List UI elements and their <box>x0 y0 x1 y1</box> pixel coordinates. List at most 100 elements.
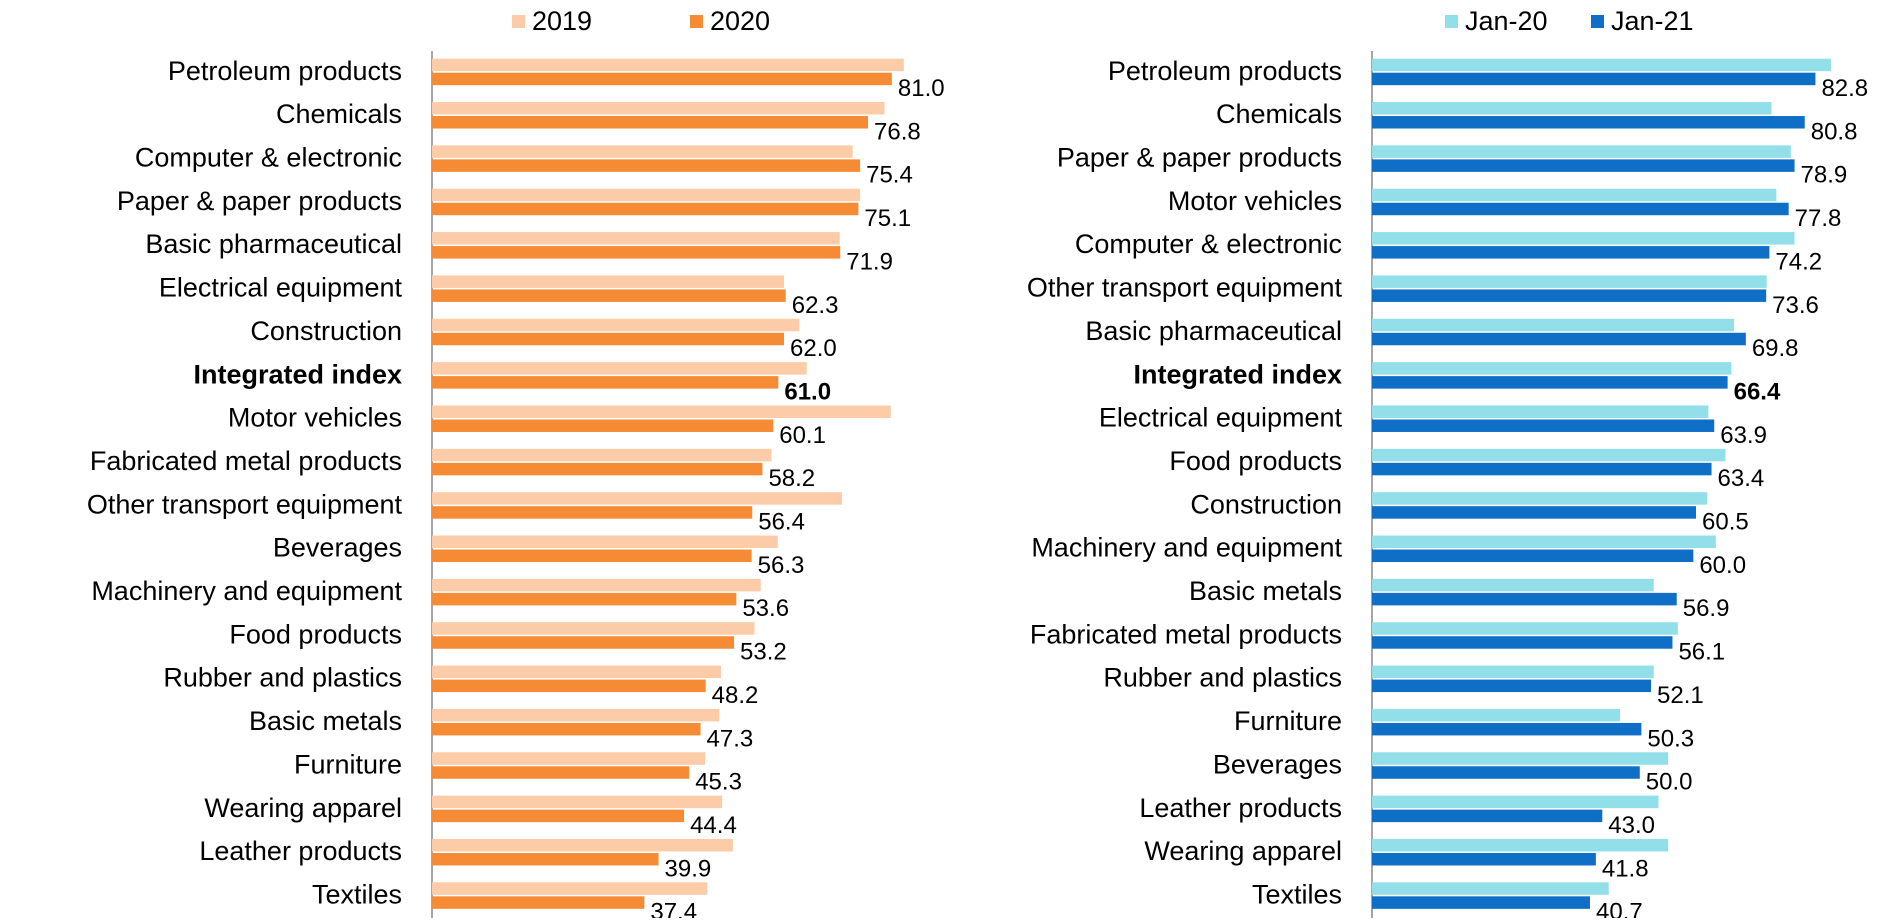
value-label: 82.8 <box>1821 75 1868 102</box>
legend-swatch <box>1445 15 1458 28</box>
bar <box>1372 722 1642 736</box>
category-label: Paper & paper products <box>1057 143 1342 173</box>
value-label: 44.4 <box>690 812 737 839</box>
category-label: Construction <box>250 316 402 346</box>
value-label: 56.1 <box>1678 639 1725 666</box>
bar <box>1372 72 1816 86</box>
bar <box>432 116 869 129</box>
bar <box>432 665 721 679</box>
category-label: Motor vehicles <box>1168 186 1342 216</box>
bar <box>432 766 690 779</box>
bar <box>432 722 701 736</box>
bar <box>432 462 763 476</box>
bar <box>432 58 904 72</box>
bar <box>1372 766 1640 779</box>
value-label: 62.0 <box>790 335 837 362</box>
category-label: Rubber and plastics <box>1103 663 1342 693</box>
value-label: 78.9 <box>1801 162 1848 189</box>
bar <box>1372 318 1735 332</box>
bar <box>432 232 840 245</box>
category-label: Computer & electronic <box>1075 229 1342 259</box>
bar <box>1372 636 1673 649</box>
category-label: Fabricated metal products <box>1030 619 1342 649</box>
bar <box>1372 578 1654 592</box>
bar <box>1372 145 1791 158</box>
value-label: 40.7 <box>1596 899 1643 918</box>
category-label: Rubber and plastics <box>163 663 402 693</box>
bar <box>432 332 785 346</box>
bar <box>1372 376 1728 389</box>
bar <box>432 506 753 519</box>
value-label: 61.0 <box>784 378 831 405</box>
category-label: Wearing apparel <box>1144 836 1342 866</box>
bar <box>1372 592 1677 606</box>
category-label: Motor vehicles <box>228 403 402 433</box>
bar <box>1372 622 1678 635</box>
bar <box>1372 535 1716 549</box>
bar <box>1372 795 1659 809</box>
value-label: 60.1 <box>779 422 826 449</box>
bar <box>1372 809 1603 823</box>
value-label: 50.3 <box>1647 725 1694 752</box>
bar <box>1372 202 1789 216</box>
bar <box>432 419 774 432</box>
bar <box>1372 275 1767 288</box>
value-label: 60.5 <box>1702 509 1749 536</box>
bar <box>1372 708 1620 722</box>
bar <box>432 896 645 909</box>
bar <box>432 448 772 462</box>
bar <box>1372 506 1697 519</box>
value-label: 71.9 <box>846 248 893 275</box>
category-label: Textiles <box>312 879 402 909</box>
bar <box>432 752 706 765</box>
value-label: 60.0 <box>1699 552 1746 579</box>
value-label: 81.0 <box>898 75 945 102</box>
category-label: Integrated index <box>193 359 402 389</box>
bar <box>1372 289 1767 302</box>
value-label: 56.4 <box>758 509 805 536</box>
bar <box>432 622 755 635</box>
bar <box>432 592 737 606</box>
value-label: 76.8 <box>874 118 921 145</box>
category-label: Food products <box>229 619 402 649</box>
value-label: 56.9 <box>1683 595 1730 622</box>
category-label: Beverages <box>1213 749 1342 779</box>
bar <box>1372 852 1596 866</box>
legend-label: 2019 <box>532 6 592 36</box>
category-label: Construction <box>1190 489 1342 519</box>
bar <box>432 145 853 158</box>
value-label: 69.8 <box>1752 335 1799 362</box>
legend-swatch <box>512 15 525 28</box>
value-label: 63.4 <box>1718 465 1765 492</box>
bar <box>432 795 723 809</box>
category-label: Machinery and equipment <box>91 576 402 606</box>
value-label: 37.4 <box>650 899 697 918</box>
value-label: 52.1 <box>1657 682 1704 709</box>
bar <box>1372 188 1777 202</box>
category-label: Other transport equipment <box>87 489 403 519</box>
value-label: 41.8 <box>1602 855 1649 882</box>
bar <box>1372 419 1715 432</box>
value-label: 48.2 <box>712 682 759 709</box>
bar <box>432 708 720 722</box>
category-label: Chemicals <box>276 99 402 129</box>
bar <box>1372 102 1772 115</box>
category-label: Basic metals <box>1189 576 1342 606</box>
value-label: 62.3 <box>792 292 839 319</box>
bar <box>432 246 841 259</box>
category-label: Chemicals <box>1216 99 1342 129</box>
value-label: 47.3 <box>707 725 754 752</box>
bar <box>432 535 778 549</box>
bar <box>432 275 785 288</box>
value-label: 58.2 <box>768 465 815 492</box>
bar <box>1372 116 1805 129</box>
category-label: Petroleum products <box>1108 56 1342 86</box>
bar <box>432 202 859 216</box>
bar <box>1372 246 1770 259</box>
bar <box>432 838 733 852</box>
bar <box>432 362 807 375</box>
bar <box>432 549 752 563</box>
category-label: Leather products <box>199 836 402 866</box>
bar <box>432 188 861 202</box>
bar <box>432 679 706 693</box>
